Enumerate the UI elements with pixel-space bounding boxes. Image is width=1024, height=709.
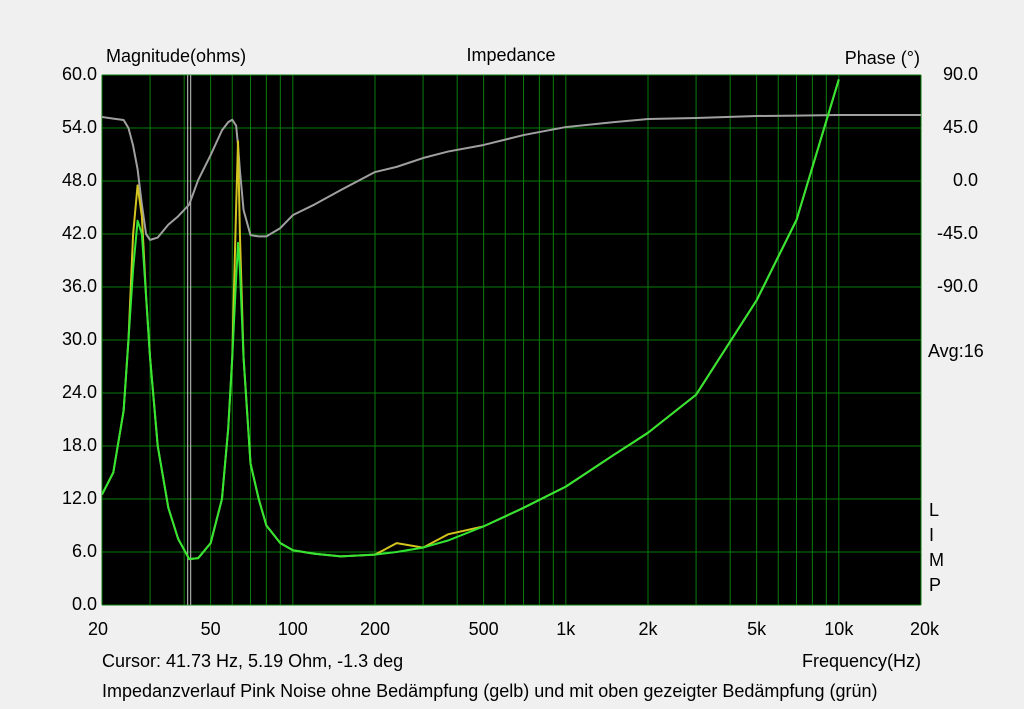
y-tick-label: 18.0	[62, 435, 97, 455]
x-tick-label: 50	[201, 619, 221, 639]
lines	[102, 75, 921, 605]
cursor-text: Cursor: 41.73 Hz, 5.19 Ohm, -1.3 deg	[102, 651, 403, 671]
y2-tick-label: 45.0	[943, 117, 978, 137]
side-label-letter: I	[929, 525, 934, 545]
avg-text: Avg:16	[928, 341, 984, 361]
x-tick-label: 1k	[556, 619, 576, 639]
x-tick-label: 2k	[638, 619, 658, 639]
chart-title: Impedance	[466, 45, 555, 65]
x-tick-label: 200	[360, 619, 390, 639]
side-label-letter: L	[929, 500, 939, 520]
y-axis-label: Magnitude(ohms)	[106, 46, 246, 66]
x-tick-label: 100	[278, 619, 308, 639]
y-tick-label: 30.0	[62, 329, 97, 349]
side-label-letter: M	[929, 550, 944, 570]
x-tick-label: 20	[88, 619, 108, 639]
x-tick-label: 5k	[747, 619, 767, 639]
caption: Impedanzverlauf Pink Noise ohne Bedämpfu…	[102, 681, 877, 701]
y2-tick-label: 0.0	[953, 170, 978, 190]
y2-tick-label: -90.0	[937, 276, 978, 296]
y-tick-label: 12.0	[62, 488, 97, 508]
y-tick-label: 48.0	[62, 170, 97, 190]
y-tick-label: 42.0	[62, 223, 97, 243]
x-tick-label: 20k	[910, 619, 940, 639]
y-tick-label: 6.0	[72, 541, 97, 561]
x-tick-label: 500	[469, 619, 499, 639]
y-tick-label: 54.0	[62, 117, 97, 137]
side-label-letter: P	[929, 575, 941, 595]
x-axis-label: Frequency(Hz)	[802, 651, 921, 671]
y2-axis-label: Phase (°)	[845, 48, 920, 68]
y-tick-label: 0.0	[72, 594, 97, 614]
y-tick-label: 24.0	[62, 382, 97, 402]
y2-tick-label: -45.0	[937, 223, 978, 243]
y-tick-label: 36.0	[62, 276, 97, 296]
x-tick-label: 10k	[824, 619, 854, 639]
series-line	[102, 79, 840, 561]
y2-tick-label: 90.0	[943, 64, 978, 84]
series-line	[102, 114, 921, 241]
y-tick-label: 60.0	[62, 64, 97, 84]
